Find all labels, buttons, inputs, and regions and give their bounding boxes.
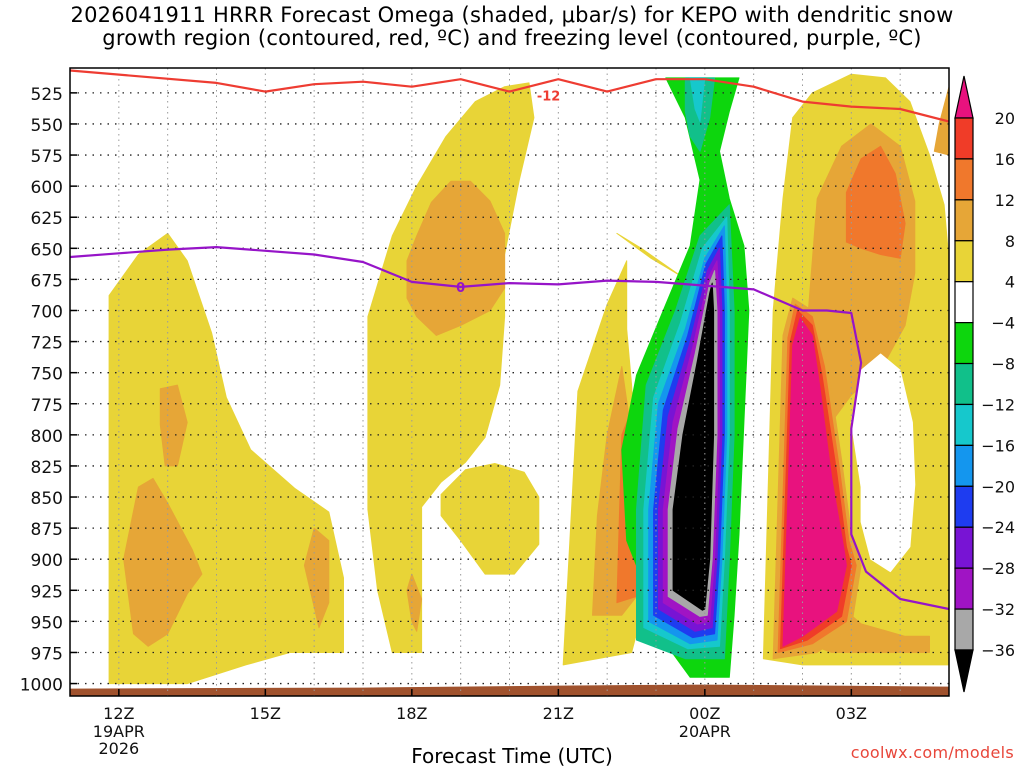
omega-region-1	[123, 477, 203, 647]
omega-region-31	[782, 317, 847, 647]
colorbar-label-0: 20	[995, 109, 1015, 128]
y-tick-label-750: 750	[31, 365, 63, 385]
chart-title: 2026041911 HRRR Forecast Omega (shaded, …	[0, 4, 1024, 50]
colorbar-bin-4	[954, 240, 974, 283]
y-tick-label-550: 550	[31, 116, 63, 136]
y-tick-label-900: 900	[31, 551, 63, 571]
omega-shading	[108, 73, 949, 685]
colorbar-bin-5	[954, 281, 974, 324]
colorbar-label-5: −4	[991, 314, 1015, 333]
x-tick-label-03Z: 03Z	[836, 704, 867, 723]
colorbar-label-9: −20	[981, 477, 1015, 496]
colorbar-bin-7	[954, 362, 974, 406]
y-tick-label-600: 600	[31, 178, 63, 198]
colorbar-bin-2	[954, 158, 974, 201]
colorbar-label-1: 16	[995, 150, 1015, 169]
colorbar-label-2: 12	[995, 191, 1015, 210]
colorbar-label-6: −8	[991, 355, 1015, 374]
colorbar-label-8: −16	[981, 436, 1015, 455]
colorbar-label-11: −28	[981, 559, 1015, 578]
colorbar-bin-9	[954, 444, 974, 487]
y-tick-label-725: 725	[31, 334, 63, 354]
y-tick-label-700: 700	[31, 302, 63, 322]
y-tick-label-875: 875	[31, 520, 63, 540]
x-tick-label-18Z: 18Z	[396, 704, 427, 723]
contour-label-bg-0	[537, 87, 560, 103]
credit-link[interactable]: coolwx.com/models	[850, 743, 1014, 762]
y-tick-label-775: 775	[31, 396, 63, 416]
y-tick-label-825: 825	[31, 458, 63, 478]
colorbar-bottom-cap	[954, 649, 974, 693]
colorbar-label-3: 8	[1005, 232, 1015, 251]
colorbar-bin-8	[954, 403, 974, 446]
y-tick-label-925: 925	[31, 582, 63, 602]
x-axis-title: Forecast Time (UTC)	[411, 744, 613, 768]
temperature-contours: -12 0	[70, 69, 949, 611]
freezing-level-line	[70, 246, 949, 611]
colorbar-bin-11	[954, 526, 974, 569]
y-tick-label-675: 675	[31, 271, 63, 291]
omega-region-2	[159, 384, 188, 467]
chart-title-line-1: 2026041911 HRRR Forecast Omega (shaded, …	[70, 3, 954, 27]
colorbar-bin-10	[954, 485, 974, 528]
colorbar-label-13: −36	[981, 641, 1015, 660]
colorbar-bin-6	[954, 322, 974, 365]
omega-region-3	[303, 527, 330, 629]
omega-region-6	[406, 573, 423, 632]
colorbar-top-cap	[954, 75, 974, 119]
colorbar-bin-13	[954, 608, 974, 651]
omega-region-18	[689, 77, 706, 122]
colorbar-label-4: 4	[1005, 273, 1015, 292]
y-tick-label-850: 850	[31, 489, 63, 509]
colorbar-bin-1	[954, 117, 974, 160]
colorbar-label-12: −32	[981, 600, 1015, 619]
x-tick-label-15Z: 15Z	[250, 704, 281, 723]
dgz-minus12-line	[70, 69, 949, 123]
colorbar-label-7: −12	[981, 395, 1015, 414]
x-tick-date-00Z: 20APR	[679, 722, 731, 741]
y-tick-label-975: 975	[31, 644, 63, 664]
x-tick-year-12Z: 2026	[98, 739, 139, 758]
pressure-time-grid	[70, 68, 949, 696]
freezing-level-label: 0	[456, 281, 465, 296]
colorbar-bin-3	[954, 199, 974, 242]
y-tick-label-800: 800	[31, 427, 63, 447]
omega-region-27	[672, 282, 715, 611]
omega-region-14	[845, 145, 906, 259]
omega-region-7	[440, 463, 540, 575]
x-tick-label-00Z: 00Z	[689, 704, 720, 723]
y-tick-label-575: 575	[31, 147, 63, 167]
y-tick-label-650: 650	[31, 240, 63, 260]
x-tick-date-12Z: 19APR	[93, 722, 145, 741]
x-tick-label-12Z: 12Z	[103, 704, 134, 723]
colorbar-bin-12	[954, 567, 974, 610]
y-tick-label-950: 950	[31, 613, 63, 633]
y-tick-label-525: 525	[31, 85, 63, 105]
y-tick-label-625: 625	[31, 209, 63, 229]
omega-region-15	[933, 86, 949, 156]
chart-title-line-2: growth region (contoured, red, ºC) and f…	[102, 26, 922, 50]
y-tick-label-1000: 1000	[20, 676, 63, 696]
x-tick-label-21Z: 21Z	[543, 704, 574, 723]
colorbar-label-10: −24	[981, 518, 1015, 537]
omega-region-5	[406, 180, 506, 336]
plot-frame	[69, 67, 950, 697]
omega-colorbar: 20 16 12 8 4 −4 −8 −12 −16 −20 −24 −28 −32 −36	[954, 75, 1015, 693]
dgz-minus12-label: -12	[537, 89, 561, 104]
pressure-axis: 525 550 575 600 625 650 675 700 725 750 775 800 825 8…	[20, 85, 77, 696]
